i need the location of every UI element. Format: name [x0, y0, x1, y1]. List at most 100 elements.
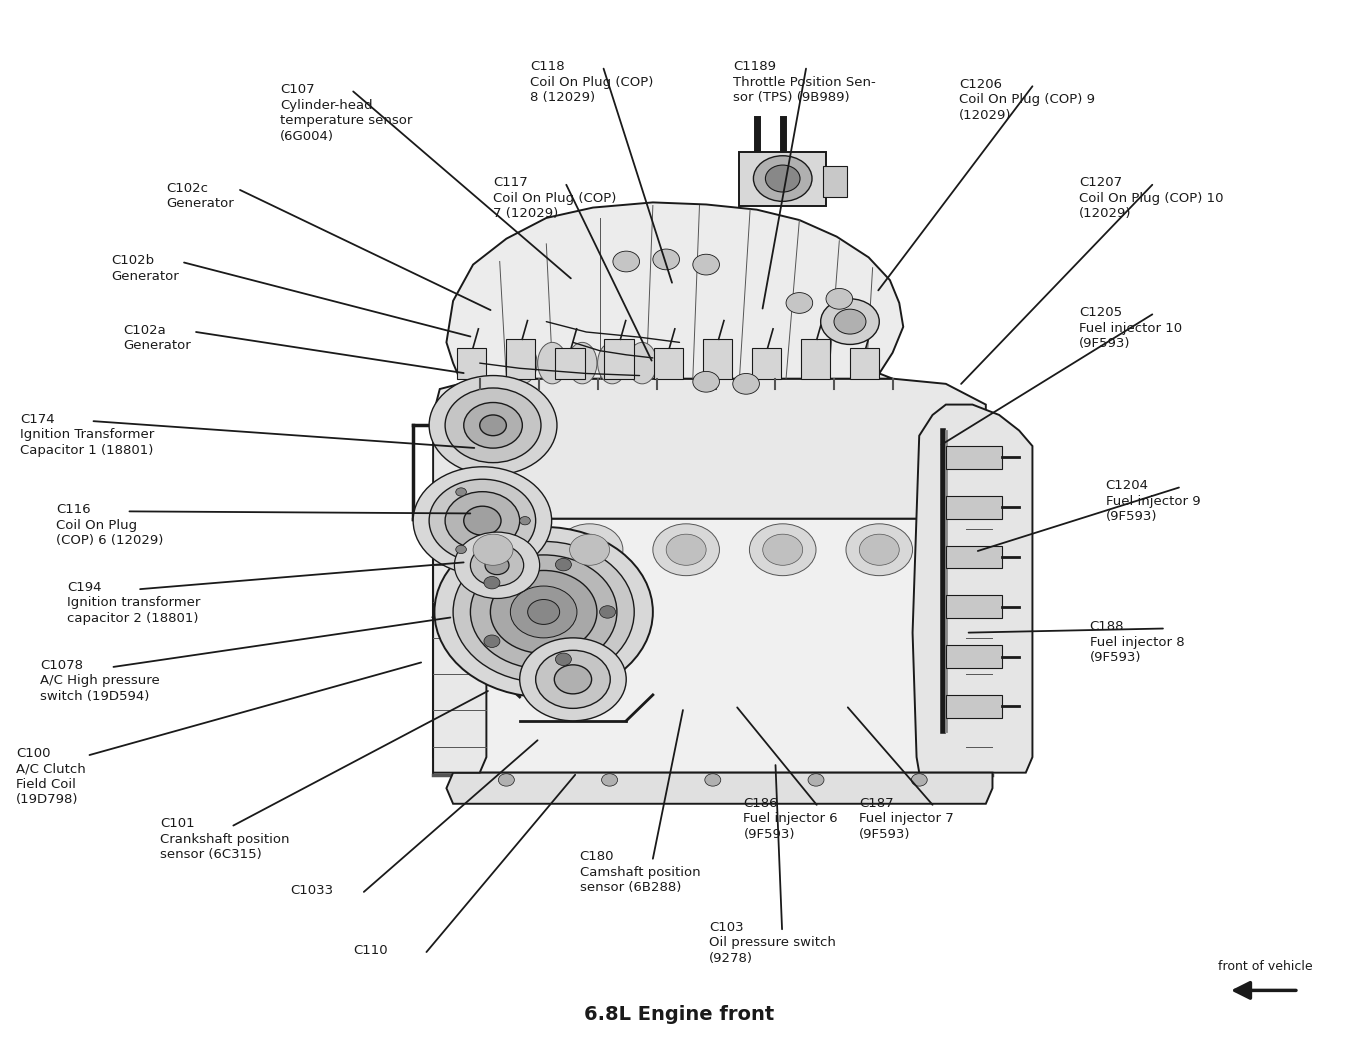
Circle shape: [446, 492, 519, 550]
Circle shape: [535, 651, 610, 709]
Text: C118
Coil On Plug (COP)
8 (12029): C118 Coil On Plug (COP) 8 (12029): [530, 60, 654, 105]
Circle shape: [821, 298, 879, 345]
Circle shape: [480, 415, 507, 436]
Polygon shape: [446, 772, 992, 804]
Bar: [605, 340, 633, 379]
Circle shape: [484, 635, 500, 647]
Circle shape: [470, 554, 617, 669]
Text: C1204
Fuel injector 9
(9F593): C1204 Fuel injector 9 (9F593): [1106, 479, 1200, 524]
Circle shape: [446, 388, 541, 462]
Circle shape: [519, 516, 530, 525]
Bar: [946, 496, 1002, 518]
Circle shape: [499, 773, 514, 786]
Polygon shape: [434, 379, 985, 518]
Circle shape: [554, 664, 591, 694]
Circle shape: [491, 570, 597, 654]
Text: C174
Ignition Transformer
Capacitor 1 (18801): C174 Ignition Transformer Capacitor 1 (1…: [20, 413, 155, 457]
Circle shape: [463, 402, 522, 449]
Circle shape: [602, 773, 617, 786]
Polygon shape: [446, 202, 904, 379]
Text: C116
Coil On Plug
(COP) 6 (12029): C116 Coil On Plug (COP) 6 (12029): [56, 503, 163, 547]
Circle shape: [556, 524, 622, 576]
Text: C1189
Throttle Position Sen-
sor (TPS) (9B989): C1189 Throttle Position Sen- sor (TPS) (…: [733, 60, 875, 105]
Bar: [946, 446, 1002, 469]
Bar: [946, 546, 1002, 568]
Ellipse shape: [538, 343, 567, 384]
Circle shape: [705, 773, 720, 786]
Circle shape: [652, 524, 719, 576]
Text: C180
Camshaft position
sensor (6B288): C180 Camshaft position sensor (6B288): [580, 851, 700, 894]
Circle shape: [484, 577, 500, 589]
Circle shape: [693, 371, 719, 393]
Circle shape: [826, 289, 852, 309]
Circle shape: [473, 534, 514, 565]
Circle shape: [527, 600, 560, 624]
Text: C110: C110: [353, 944, 387, 956]
Text: C1206
Coil On Plug (COP) 9
(12029): C1206 Coil On Plug (COP) 9 (12029): [959, 78, 1095, 122]
Text: C1207
Coil On Plug (COP) 10
(12029): C1207 Coil On Plug (COP) 10 (12029): [1079, 177, 1223, 220]
Circle shape: [809, 773, 824, 786]
Bar: [946, 645, 1002, 668]
Circle shape: [454, 532, 540, 599]
Bar: [703, 340, 733, 379]
Circle shape: [749, 524, 815, 576]
Bar: [506, 340, 535, 379]
Circle shape: [762, 534, 803, 565]
Circle shape: [459, 524, 526, 576]
Circle shape: [556, 559, 571, 571]
Circle shape: [453, 542, 635, 682]
Text: C187
Fuel injector 7
(9F593): C187 Fuel injector 7 (9F593): [859, 797, 954, 840]
Circle shape: [859, 534, 900, 565]
Text: C102b
Generator: C102b Generator: [111, 254, 178, 282]
Circle shape: [599, 606, 616, 618]
Circle shape: [455, 545, 466, 553]
Text: C101
Crankshaft position
sensor (6C315): C101 Crankshaft position sensor (6C315): [160, 817, 289, 861]
Bar: [654, 347, 682, 379]
Circle shape: [666, 534, 707, 565]
Text: C186
Fuel injector 6
(9F593): C186 Fuel injector 6 (9F593): [743, 797, 839, 840]
Polygon shape: [434, 508, 487, 772]
Ellipse shape: [508, 343, 537, 384]
Circle shape: [652, 249, 680, 270]
Circle shape: [613, 251, 640, 272]
Text: C1205
Fuel injector 10
(9F593): C1205 Fuel injector 10 (9F593): [1079, 306, 1182, 350]
Text: C107
Cylinder-head
temperature sensor
(6G004): C107 Cylinder-head temperature sensor (6…: [280, 84, 412, 143]
Circle shape: [765, 165, 800, 191]
Polygon shape: [434, 518, 992, 772]
Circle shape: [753, 156, 813, 201]
Text: C1078
A/C High pressure
switch (19D594): C1078 A/C High pressure switch (19D594): [41, 658, 160, 703]
Text: front of vehicle: front of vehicle: [1218, 960, 1313, 972]
Bar: [752, 347, 781, 379]
Circle shape: [470, 545, 523, 586]
Bar: [800, 340, 830, 379]
Circle shape: [435, 527, 652, 697]
Circle shape: [786, 293, 813, 313]
Bar: [457, 347, 487, 379]
Text: 6.8L Engine front: 6.8L Engine front: [584, 1005, 775, 1024]
Bar: [849, 347, 879, 379]
Ellipse shape: [568, 343, 597, 384]
FancyBboxPatch shape: [739, 151, 826, 205]
Bar: [556, 347, 584, 379]
Polygon shape: [913, 404, 1033, 772]
Text: C1033: C1033: [291, 883, 334, 896]
Circle shape: [733, 373, 760, 395]
Circle shape: [463, 506, 501, 535]
Circle shape: [556, 653, 571, 665]
Text: C194
Ignition transformer
capacitor 2 (18801): C194 Ignition transformer capacitor 2 (1…: [67, 581, 200, 625]
Circle shape: [455, 488, 466, 496]
Circle shape: [429, 376, 557, 475]
Circle shape: [912, 773, 927, 786]
Bar: [946, 596, 1002, 618]
Circle shape: [847, 524, 913, 576]
Circle shape: [485, 555, 510, 574]
Circle shape: [511, 586, 578, 638]
Circle shape: [519, 638, 626, 720]
Circle shape: [693, 254, 719, 275]
Text: C188
Fuel injector 8
(9F593): C188 Fuel injector 8 (9F593): [1090, 620, 1184, 664]
Circle shape: [413, 467, 552, 574]
Bar: [946, 695, 1002, 717]
Ellipse shape: [598, 343, 626, 384]
Text: C100
A/C Clutch
Field Coil
(19D798): C100 A/C Clutch Field Coil (19D798): [16, 747, 86, 806]
Circle shape: [834, 309, 866, 334]
